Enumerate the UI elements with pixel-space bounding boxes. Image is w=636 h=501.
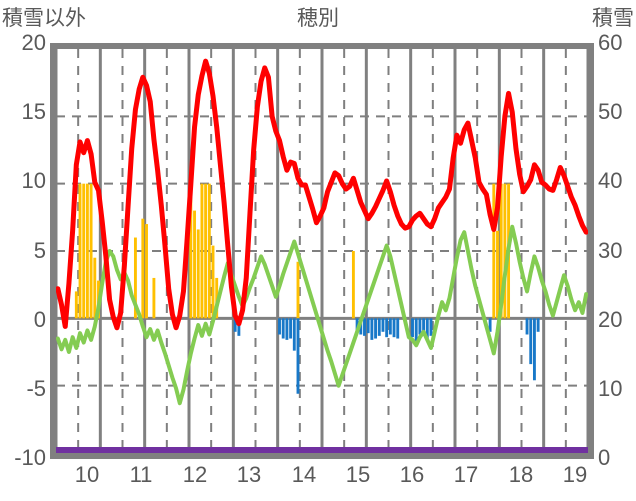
y-tick-left-0: 20 bbox=[21, 30, 46, 55]
snow-bar bbox=[418, 318, 422, 335]
snow-bar bbox=[385, 318, 389, 338]
precipitation-bar bbox=[193, 210, 196, 319]
chart-canvas bbox=[56, 49, 588, 453]
precipitation-bar bbox=[196, 229, 200, 319]
min-temp-line bbox=[56, 224, 588, 406]
y-tick-right-1: 50 bbox=[598, 99, 623, 124]
right-axis-title: 積雪 bbox=[592, 7, 634, 30]
left-axis-title: 積雪以外 bbox=[2, 7, 86, 30]
precipitation-bar bbox=[74, 291, 78, 319]
y-tick-left-6: -10 bbox=[14, 445, 46, 470]
precipitation-bar bbox=[204, 183, 208, 319]
precipitation-bar bbox=[211, 245, 215, 319]
snow-bar bbox=[536, 318, 540, 332]
x-tick-9: 19 bbox=[562, 462, 588, 487]
y-tick-left-1: 15 bbox=[21, 99, 46, 124]
x-tick-3: 13 bbox=[236, 462, 262, 487]
snow-bar bbox=[366, 318, 370, 334]
y-tick-left-3: 5 bbox=[33, 238, 46, 263]
snow-bar bbox=[414, 318, 418, 342]
precipitation-bar bbox=[152, 277, 156, 319]
y-tick-right-3: 30 bbox=[598, 238, 623, 263]
y-tick-right-0: 60 bbox=[598, 30, 623, 55]
snow-bar bbox=[388, 318, 392, 335]
precipitation-bar bbox=[189, 183, 193, 319]
x-tick-6: 16 bbox=[399, 462, 425, 487]
plot-area bbox=[50, 43, 594, 459]
x-tick-4: 14 bbox=[291, 462, 317, 487]
precipitation-bar bbox=[78, 183, 82, 319]
snow-bar bbox=[377, 318, 381, 336]
precipitation-bar bbox=[207, 183, 211, 319]
snow-bar bbox=[278, 318, 281, 335]
snow-bar bbox=[285, 318, 289, 340]
snow-bar bbox=[355, 318, 359, 332]
precipitation-bar bbox=[492, 183, 496, 319]
max-temp-line bbox=[56, 58, 588, 331]
snow-bar bbox=[422, 318, 426, 332]
precipitation-bar bbox=[89, 183, 93, 319]
precipitation-bar bbox=[82, 183, 86, 319]
y-tick-right-6: 0 bbox=[598, 445, 611, 470]
snow-bar bbox=[296, 318, 300, 394]
snow-bar bbox=[281, 318, 285, 339]
precipitation-bar bbox=[145, 224, 148, 319]
y-tick-right-4: 20 bbox=[598, 307, 623, 332]
x-tick-7: 17 bbox=[453, 462, 479, 487]
precipitation-bar bbox=[141, 218, 145, 319]
snow-bar bbox=[392, 318, 396, 338]
precipitation-bar bbox=[133, 237, 137, 319]
chart-title: 穂別 bbox=[297, 7, 339, 30]
snow-bar bbox=[532, 318, 536, 381]
y-tick-right-5: 10 bbox=[598, 376, 623, 401]
snow-bar bbox=[425, 318, 429, 340]
snow-bar bbox=[381, 318, 385, 332]
x-tick-5: 15 bbox=[345, 462, 371, 487]
snow-bar bbox=[363, 318, 366, 336]
snow-bar bbox=[429, 318, 433, 336]
y-tick-right-2: 40 bbox=[598, 168, 623, 193]
snow-bar bbox=[233, 318, 237, 332]
precipitation-bar bbox=[496, 230, 499, 319]
precipitation-bar bbox=[85, 183, 89, 319]
precipitation-bar bbox=[499, 183, 503, 319]
snow-bar bbox=[374, 318, 378, 339]
plot-inner bbox=[56, 49, 600, 465]
snow-bar bbox=[370, 318, 374, 340]
snow-bar bbox=[488, 318, 492, 332]
precipitation-bar bbox=[351, 251, 355, 319]
snow-bar bbox=[525, 318, 529, 335]
x-tick-1: 11 bbox=[129, 462, 153, 487]
snow-bar bbox=[411, 318, 414, 338]
x-tick-0: 10 bbox=[74, 462, 100, 487]
snow-bar bbox=[292, 318, 296, 351]
snow-bar bbox=[529, 318, 533, 365]
snow-bar bbox=[237, 318, 241, 336]
precipitation-bar bbox=[93, 257, 97, 319]
y-tick-left-5: -5 bbox=[26, 376, 46, 401]
y-tick-left-4: 0 bbox=[33, 307, 46, 332]
x-tick-8: 18 bbox=[508, 462, 534, 487]
y-tick-left-2: 10 bbox=[21, 168, 46, 193]
precipitation-bar bbox=[503, 183, 507, 319]
snow-bar bbox=[396, 318, 400, 339]
precipitation-bar bbox=[296, 261, 300, 319]
precipitation-bar bbox=[200, 183, 204, 319]
snow-bar bbox=[289, 318, 293, 339]
x-tick-2: 12 bbox=[182, 462, 208, 487]
